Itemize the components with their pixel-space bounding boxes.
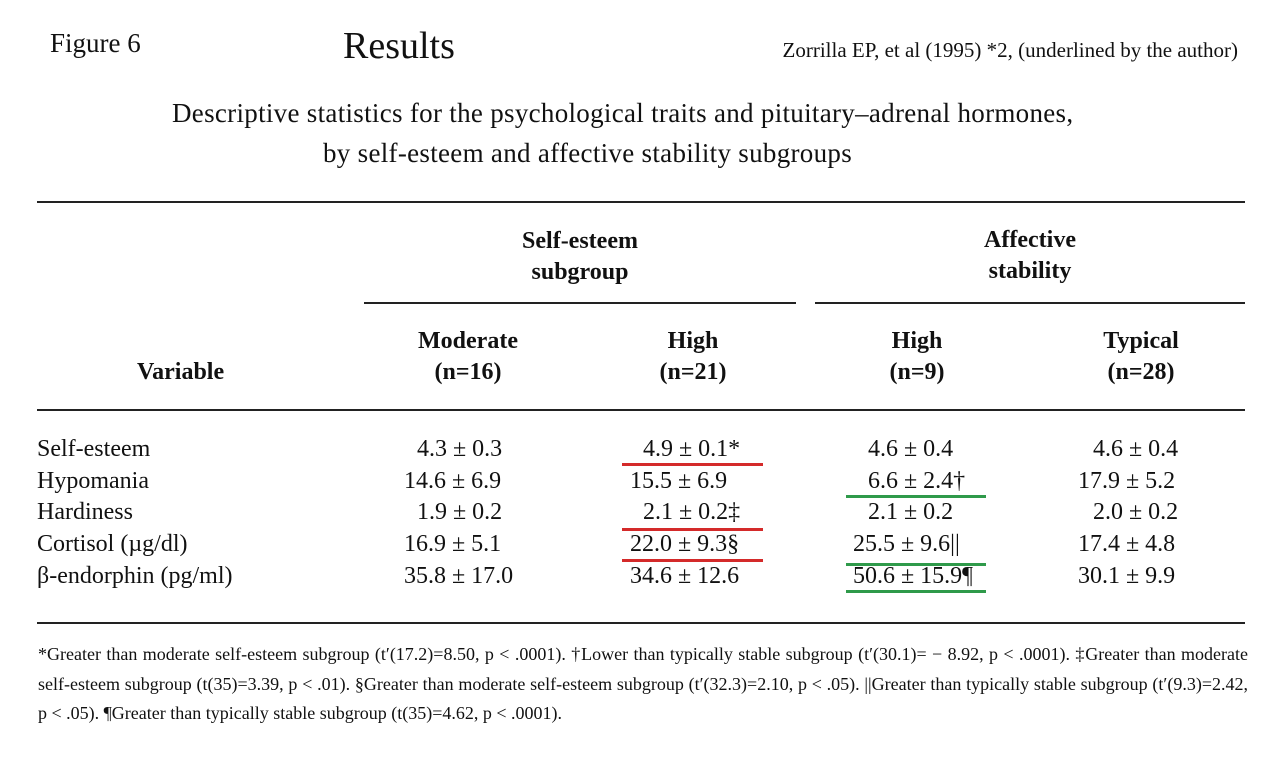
page-title: Results [343, 25, 455, 67]
highlight-underline-green [846, 590, 986, 593]
table-row: Self-esteem 4.3 ± 0.3 4.9 ± 0.1* 4.6 ± 0… [0, 436, 1280, 468]
column-header-moderate: Moderate (n=16) [368, 326, 568, 388]
table-cell: 14.6 ± 6.9 [404, 468, 502, 494]
header-bottom-rule [37, 409, 1245, 411]
row-variable: Hypomania [37, 468, 149, 494]
table-cell: 22.0 ± 9.3§ [630, 531, 740, 557]
table-cell: 17.4 ± 4.8 [1078, 531, 1176, 557]
table-row: Hypomania 14.6 ± 6.9 15.5 ± 6.9 6.6 ± 2.… [0, 468, 1280, 500]
table-cell: 16.9 ± 5.1 [404, 531, 502, 557]
table-cell: 4.3 ± 0.3 [417, 436, 503, 462]
column-header-high-affective: High (n=9) [817, 326, 1017, 388]
group-rule-affective-stability [815, 302, 1245, 304]
row-variable: Self-esteem [37, 436, 151, 462]
group-rule-self-esteem [364, 302, 796, 304]
column-n: (n=21) [659, 359, 727, 385]
table-footnote: *Greater than moderate self-esteem subgr… [38, 644, 1248, 723]
table-cell: 34.6 ± 12.6 [630, 563, 740, 589]
row-variable: Hardiness [37, 499, 133, 525]
table-row: Hardiness 1.9 ± 0.2 2.1 ± 0.2‡ 2.1 ± 0.2… [0, 499, 1280, 531]
column-label: High [667, 328, 719, 354]
table-row: Cortisol (µg/dl) 16.9 ± 5.1 22.0 ± 9.3§ … [0, 531, 1280, 563]
table-cell: 1.9 ± 0.2 [417, 499, 503, 525]
variable-header: Variable [137, 359, 225, 385]
table-cell: 4.6 ± 0.4 [1093, 436, 1179, 462]
column-header-typical: Typical (n=28) [1041, 326, 1241, 388]
group-header-self-esteem: Self-esteem subgroup [450, 226, 710, 288]
table-row: β-endorphin (pg/ml) 35.8 ± 17.0 34.6 ± 1… [0, 563, 1280, 595]
table-bottom-rule [37, 622, 1245, 624]
table-caption-line1: Descriptive statistics for the psycholog… [172, 98, 1074, 128]
column-header-high-self-esteem: High (n=21) [593, 326, 793, 388]
table-cell: 4.9 ± 0.1* [643, 436, 741, 462]
highlight-underline-red [622, 463, 763, 466]
table-cell: 6.6 ± 2.4† [868, 468, 966, 494]
table-cell: 2.1 ± 0.2 [868, 499, 954, 525]
table-cell: 2.0 ± 0.2 [1093, 499, 1179, 525]
table-cell: 4.6 ± 0.4 [868, 436, 954, 462]
table-cell: 30.1 ± 9.9 [1078, 563, 1176, 589]
column-n: (n=16) [434, 359, 502, 385]
row-variable: β-endorphin (pg/ml) [37, 563, 233, 589]
table-caption-line2: by self-esteem and affective stability s… [323, 138, 853, 168]
citation: Zorrilla EP, et al (1995) *2, (underline… [782, 38, 1238, 62]
row-variable: Cortisol (µg/dl) [37, 531, 188, 557]
column-n: (n=28) [1107, 359, 1175, 385]
group-header-line: subgroup [531, 259, 629, 285]
table-cell: 2.1 ± 0.2‡ [643, 499, 741, 525]
table-top-rule [37, 201, 1245, 203]
table-cell: 17.9 ± 5.2 [1078, 468, 1176, 494]
column-n: (n=9) [889, 359, 945, 385]
group-header-line: Affective [984, 227, 1076, 253]
highlight-underline-red [622, 559, 763, 562]
table-cell: 50.6 ± 15.9¶ [853, 563, 974, 589]
group-header-line: Self-esteem [522, 228, 638, 254]
highlight-underline-green [846, 563, 986, 566]
column-label: Typical [1103, 328, 1179, 354]
group-header-line: stability [988, 258, 1072, 284]
group-header-affective-stability: Affective stability [900, 225, 1160, 287]
table-cell: 15.5 ± 6.9 [630, 468, 728, 494]
column-label: Moderate [418, 328, 518, 354]
table-cell: 35.8 ± 17.0 [404, 563, 514, 589]
table-cell: 25.5 ± 9.6|| [853, 531, 960, 557]
highlight-underline-green [846, 495, 986, 498]
highlight-underline-red [622, 528, 763, 531]
figure-label: Figure 6 [50, 28, 141, 58]
column-label: High [891, 328, 943, 354]
